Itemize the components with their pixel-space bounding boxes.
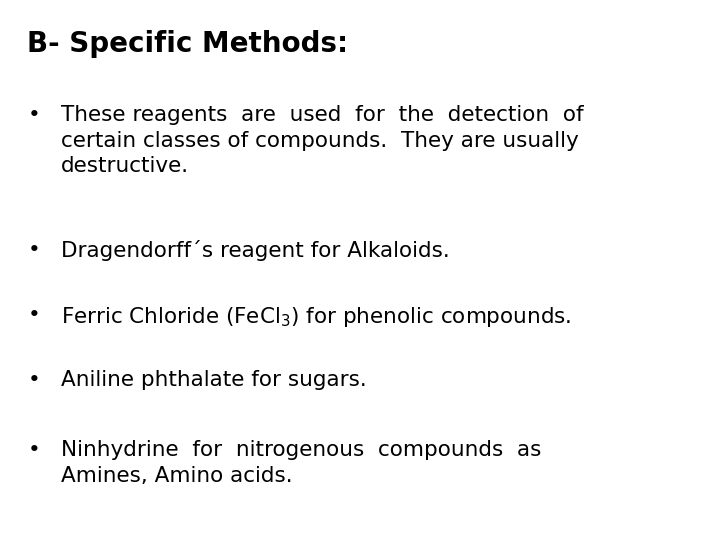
Text: •: • <box>27 240 40 260</box>
Text: •: • <box>27 105 40 125</box>
Text: •: • <box>27 440 40 460</box>
Text: •: • <box>27 305 40 325</box>
Text: Ferric Chloride (FeCl$_{\mathregular{3}}$) for phenolic compounds.: Ferric Chloride (FeCl$_{\mathregular{3}}… <box>61 305 572 329</box>
Text: Ninhydrine  for  nitrogenous  compounds  as
Amines, Amino acids.: Ninhydrine for nitrogenous compounds as … <box>61 440 541 485</box>
Text: Dragendorff´s reagent for Alkaloids.: Dragendorff´s reagent for Alkaloids. <box>61 240 450 261</box>
Text: •: • <box>27 370 40 390</box>
Text: Aniline phthalate for sugars.: Aniline phthalate for sugars. <box>61 370 367 390</box>
Text: B- Specific Methods:: B- Specific Methods: <box>27 30 348 58</box>
Text: These reagents  are  used  for  the  detection  of
certain classes of compounds.: These reagents are used for the detectio… <box>61 105 584 177</box>
